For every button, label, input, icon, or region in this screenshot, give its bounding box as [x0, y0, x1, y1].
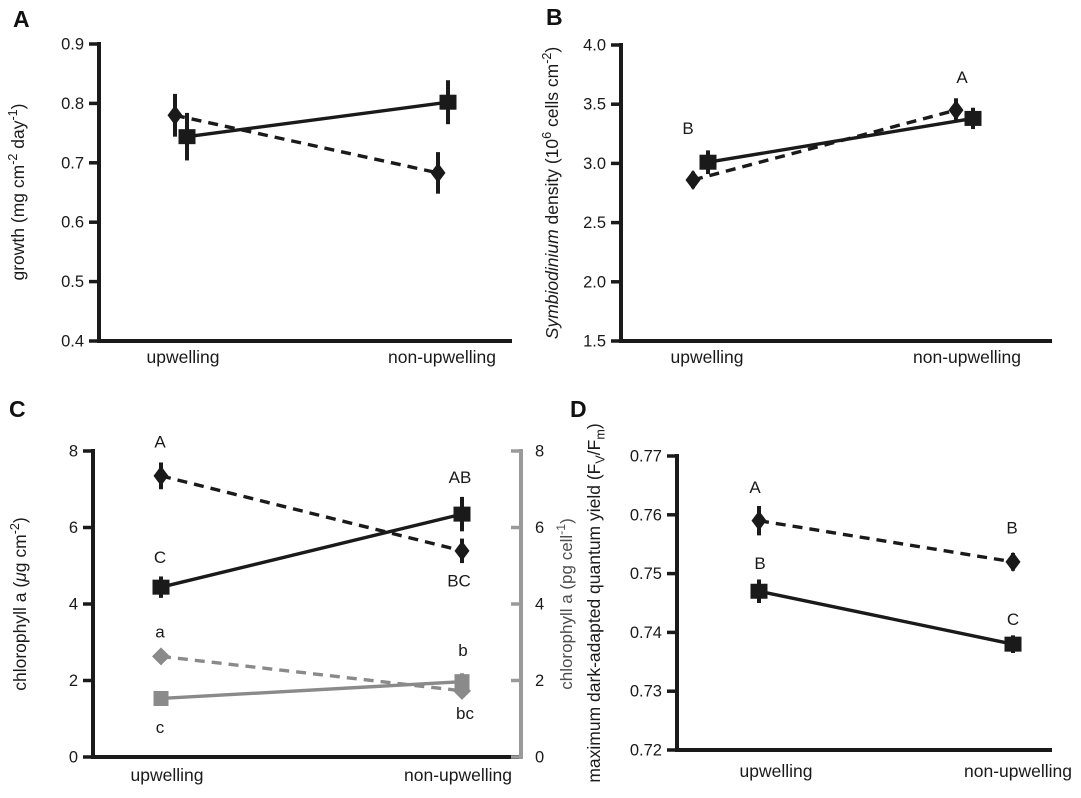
square-marker — [454, 674, 470, 690]
y-tick-label: 0 — [69, 749, 78, 767]
y-tick-label: 0.8 — [61, 95, 84, 113]
axes: 4.0 3.5 3.0 2.5 2.0 1.5 — [583, 37, 1052, 351]
y-axis-label: chlorophyll a (μg cm-2) — [8, 517, 30, 691]
stat-letter-annotation: A — [749, 478, 761, 497]
y-tick-label: 0.75 — [630, 565, 662, 583]
square-marker — [453, 506, 471, 522]
square-marker — [439, 94, 457, 110]
stat-letter-annotation: a — [155, 623, 165, 642]
right-y-tick-label: 0 — [535, 749, 544, 767]
x-category-label: upwelling — [740, 761, 813, 781]
x-category-label: non-upwelling — [964, 761, 1072, 781]
series-per-cell-diamond-dashed — [152, 647, 471, 700]
panel-c-letter: C — [9, 396, 26, 422]
stat-letter-annotation: b — [458, 641, 467, 660]
square-marker — [964, 110, 982, 126]
stat-letter-annotation: c — [156, 718, 165, 737]
series-areal-diamond-dashed — [153, 462, 470, 564]
axes: 0.9 0.8 0.7 0.6 0.5 0.4 — [61, 36, 512, 351]
right-y-tick-label: 8 — [535, 443, 544, 461]
axes: 8 6 4 2 0 8 6 4 2 0 — [69, 443, 544, 767]
series-square-solid — [750, 579, 1022, 653]
right-y-tick-label: 6 — [535, 519, 544, 537]
y-axis-label: maximum dark-adapted quantum yield (FV/F… — [584, 423, 608, 782]
y-tick-label: 4 — [69, 596, 78, 614]
y-axis-label: growth (mg cm-2 day-1) — [6, 103, 28, 280]
y-tick-label: 1.5 — [583, 333, 606, 351]
y-tick-label: 2 — [69, 672, 78, 690]
diamond-marker — [685, 169, 701, 190]
panel-a-plot: 0.9 0.8 0.7 0.6 0.5 0.4 upwelling non-upwelling… — [6, 36, 512, 367]
square-marker — [153, 690, 169, 706]
x-category-label: non-upwelling — [404, 765, 512, 785]
y-tick-label: 4.0 — [583, 37, 606, 55]
diamond-marker — [751, 510, 767, 531]
y-tick-label: 0.72 — [630, 742, 662, 760]
stat-letter-annotation: AB — [449, 468, 472, 487]
series-diamond-dashed — [167, 93, 446, 194]
y-tick-label: 0.74 — [630, 624, 662, 642]
panel-c-plot: 8 6 4 2 0 8 6 4 2 0 chlorophyll a (pg cell-1) upwel… — [8, 432, 576, 785]
diamond-marker — [454, 540, 470, 561]
series-per-cell-square-solid — [153, 673, 470, 706]
square-marker — [152, 579, 170, 595]
stat-letter-annotation: C — [154, 548, 166, 567]
x-category-label: non-upwelling — [388, 347, 496, 367]
y-tick-label: 2.5 — [583, 214, 606, 232]
panel-d-plot: 0.77 0.76 0.75 0.74 0.73 0.72 upwelling non-upw… — [584, 423, 1072, 782]
series-square-solid — [699, 107, 982, 175]
square-marker — [178, 129, 196, 145]
stat-letter-annotation: B — [754, 554, 765, 573]
y-tick-label: 0.77 — [630, 448, 662, 466]
square-marker — [699, 154, 717, 170]
series-areal-square-solid — [152, 496, 471, 598]
y-tick-label: 0.9 — [61, 36, 84, 54]
y-tick-label: 3.0 — [583, 155, 606, 173]
panel-d-letter: D — [570, 396, 587, 422]
axes: 0.77 0.76 0.75 0.74 0.73 0.72 — [630, 448, 1052, 760]
series-diamond-dashed — [685, 98, 964, 190]
x-category-label: upwelling — [131, 765, 204, 785]
y-tick-label: 8 — [69, 443, 78, 461]
stat-letter-annotation: A — [154, 432, 166, 451]
series-diamond-dashed — [751, 505, 1021, 572]
stat-letter-annotation: B — [1006, 519, 1017, 538]
panel-a-letter: A — [13, 6, 30, 32]
diamond-marker — [152, 647, 170, 666]
stat-letter-annotation: C — [1007, 610, 1019, 629]
y-axis-label: Symbiodinium density (106 cells cm-2) — [540, 47, 562, 339]
diamond-marker — [948, 100, 964, 121]
y-tick-label: 0.6 — [61, 214, 84, 232]
square-marker — [750, 583, 768, 599]
square-marker — [1004, 636, 1022, 652]
y-tick-label: 0.76 — [630, 506, 662, 524]
stat-letter-annotation: A — [956, 68, 968, 87]
series-square-solid — [178, 80, 457, 161]
right-y-axis-label: chlorophyll a (pg cell-1) — [554, 518, 576, 690]
y-tick-label: 0.7 — [61, 154, 84, 172]
diamond-marker — [167, 105, 183, 126]
right-y-tick-label: 4 — [535, 596, 544, 614]
stat-letter-annotation: bc — [456, 704, 474, 723]
y-tick-label: 0.73 — [630, 683, 662, 701]
right-y-tick-label: 2 — [535, 672, 544, 690]
y-tick-label: 2.0 — [583, 273, 606, 291]
x-category-label: upwelling — [147, 347, 220, 367]
y-tick-label: 0.4 — [61, 333, 84, 351]
y-tick-label: 3.5 — [583, 96, 606, 114]
y-tick-label: 6 — [69, 519, 78, 537]
diamond-marker — [153, 465, 169, 486]
panel-b-plot: 4.0 3.5 3.0 2.5 2.0 1.5 upwelling non-upwelling… — [540, 37, 1052, 367]
stat-letter-annotation: BC — [447, 571, 471, 590]
panel-b-letter: B — [546, 4, 563, 30]
stat-letter-annotation: B — [682, 119, 693, 138]
y-tick-label: 0.5 — [61, 273, 84, 291]
diamond-marker — [430, 162, 446, 183]
x-category-label: non-upwelling — [913, 347, 1021, 367]
diamond-marker — [1005, 551, 1021, 572]
x-category-label: upwelling — [671, 347, 744, 367]
